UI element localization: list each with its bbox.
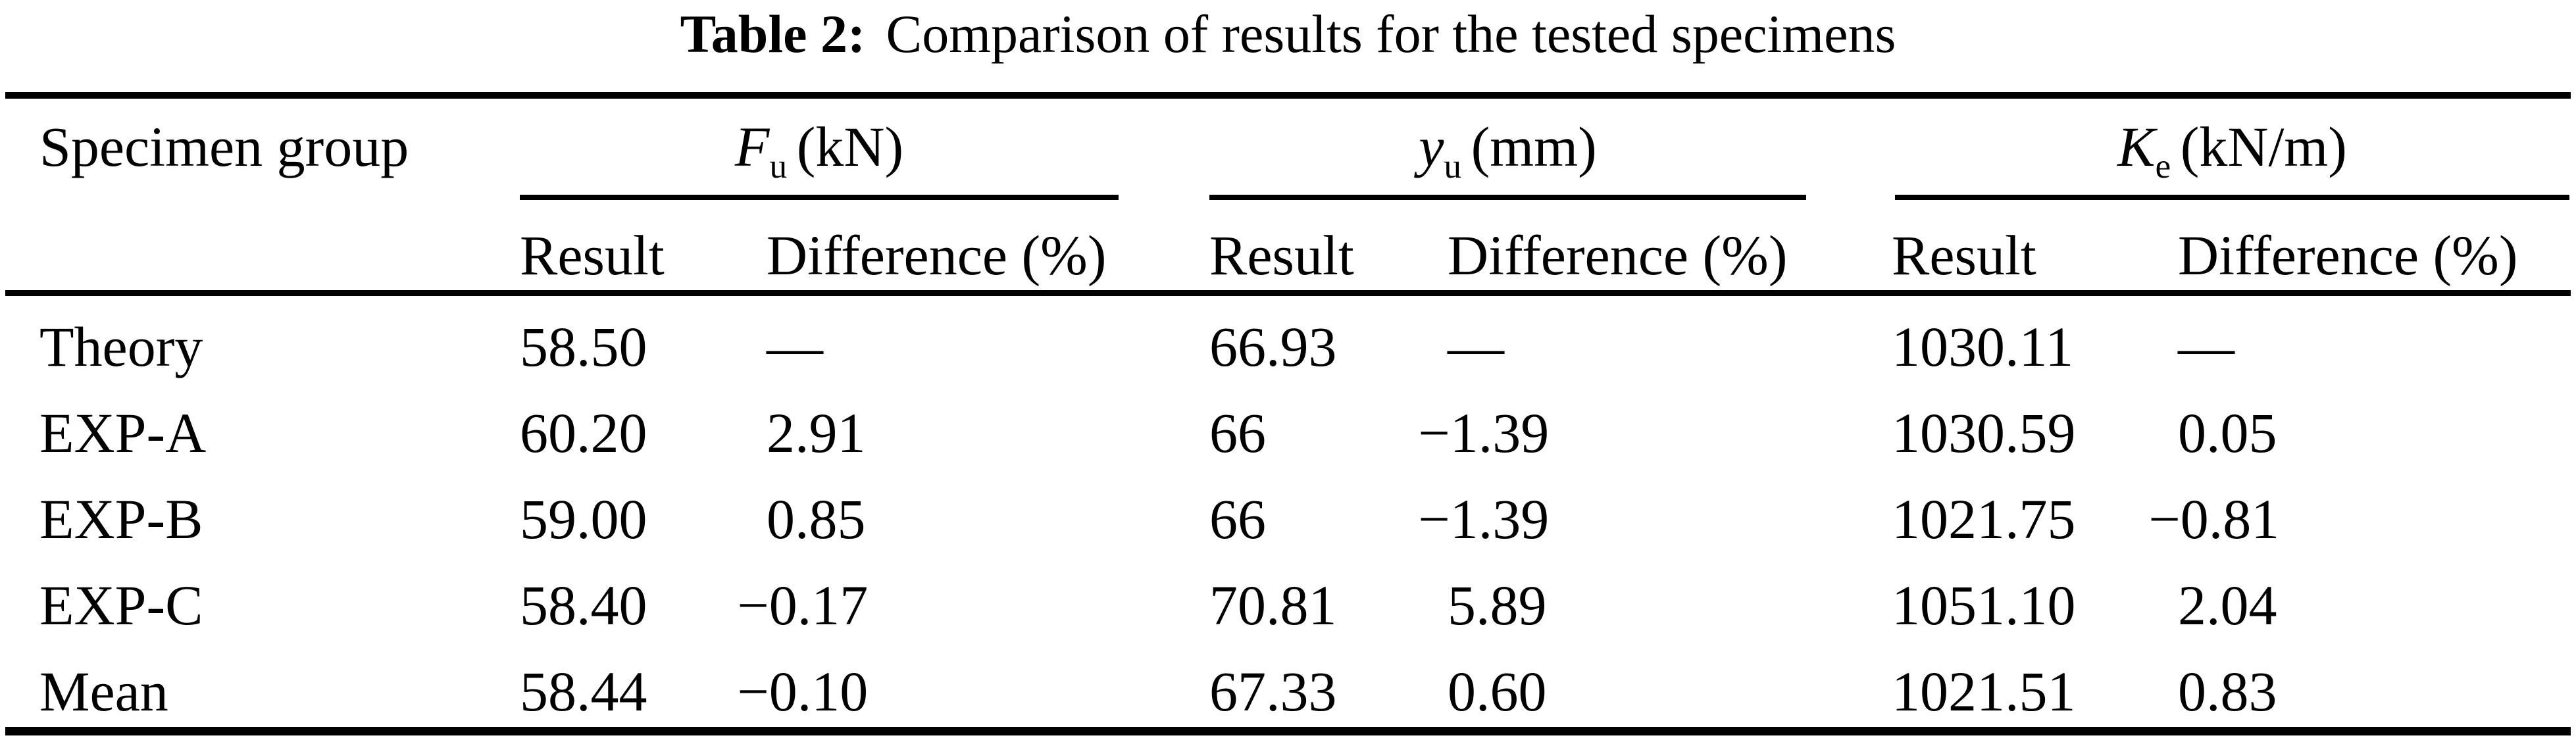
- ke-difference-value: 2.04: [2178, 574, 2277, 637]
- yu-result-value: 66.93: [1209, 315, 1337, 379]
- ke-group-label: Ke (kN/m): [2117, 114, 2347, 184]
- table-caption: Table 2: Comparison of results for the t…: [0, 0, 2576, 68]
- yu-result-value: 66: [1209, 487, 1266, 551]
- table-group-header-row: Specimen group Fu (kN) yu (mm) Ke (kN/m): [0, 99, 2576, 200]
- specimen-group-cell: EXP-B: [39, 487, 203, 551]
- table-row-exp-c: EXP-C 58.40 −0.17 70.81 5.89 1051.10 2.0…: [0, 555, 2576, 641]
- fu-difference-value: 2.91: [767, 401, 866, 465]
- ke-difference-value: —: [2178, 315, 2235, 379]
- table-caption-number: Table 2:: [680, 4, 866, 64]
- yu-subscript: u: [1444, 146, 1462, 186]
- column-group-ke: Ke (kN/m): [1892, 99, 2576, 200]
- ke-subscript: e: [2155, 146, 2171, 186]
- specimen-group-cell: EXP-A: [39, 401, 207, 465]
- yu-difference-value: 0.60: [1448, 660, 1547, 724]
- fu-result-value: 59.00: [520, 487, 647, 551]
- specimen-group-cell: Theory: [39, 315, 203, 379]
- ke-result-value: 1030.59: [1892, 401, 2076, 465]
- column-group-yu: yu (mm): [1209, 99, 1892, 200]
- yu-result-header: Result: [1209, 223, 1354, 287]
- ke-result-value: 1030.11: [1892, 315, 2074, 379]
- specimen-group-cell: Mean: [39, 660, 168, 724]
- yu-group-label: yu (mm): [1419, 114, 1597, 184]
- ke-difference-value: 0.83: [2178, 660, 2277, 724]
- ke-difference-header: Difference (%): [2178, 223, 2518, 287]
- ke-result-value: 1021.51: [1892, 660, 2076, 724]
- table-row-exp-a: EXP-A 60.20 2.91 66 −1.39 1030.59 0.05: [0, 382, 2576, 468]
- fu-result-value: 60.20: [520, 401, 647, 465]
- ke-unit: (kN/m): [2180, 114, 2347, 178]
- ke-result-value: 1051.10: [1892, 574, 2076, 637]
- ke-symbol: K: [2117, 114, 2156, 178]
- table-row-exp-b: EXP-B 59.00 0.85 66 −1.39 1021.75 −0.81: [0, 468, 2576, 555]
- yu-symbol: y: [1419, 114, 1444, 178]
- ke-difference-value: 0.05: [2178, 401, 2277, 465]
- fu-group-underline: Fu (kN): [520, 99, 1119, 200]
- yu-difference-value: 5.89: [1448, 574, 1547, 637]
- fu-difference-value: 0.85: [767, 487, 866, 551]
- column-group-fu: Fu (kN): [520, 99, 1209, 200]
- yu-group-underline: yu (mm): [1209, 99, 1806, 200]
- subheader-spacer: [0, 195, 520, 290]
- fu-difference-header: Difference (%): [767, 223, 1107, 287]
- fu-difference-value: −0.10: [737, 660, 869, 724]
- fu-subscript: u: [769, 146, 788, 186]
- fu-result-value: 58.50: [520, 315, 647, 379]
- ke-difference-value: −0.81: [2148, 487, 2280, 551]
- yu-difference-value: −1.39: [1418, 487, 1550, 551]
- yu-result-value: 66: [1209, 401, 1266, 465]
- ke-result-header: Result: [1892, 223, 2036, 287]
- yu-difference-value: —: [1448, 315, 1504, 379]
- specimen-group-cell: EXP-C: [39, 574, 203, 637]
- fu-result-value: 58.40: [520, 574, 647, 637]
- ke-group-underline: Ke (kN/m): [1895, 99, 2569, 200]
- yu-difference-value: −1.39: [1418, 401, 1550, 465]
- yu-result-value: 67.33: [1209, 660, 1337, 724]
- table-caption-text: Comparison of results for the tested spe…: [886, 4, 1896, 64]
- fu-group-label: Fu (kN): [734, 114, 904, 184]
- yu-difference-header: Difference (%): [1448, 223, 1788, 287]
- fu-result-value: 58.44: [520, 660, 647, 724]
- ke-result-value: 1021.75: [1892, 487, 2076, 551]
- table-top-rule: [5, 92, 2571, 99]
- fu-unit: (kN): [796, 114, 904, 178]
- fu-difference-value: −0.17: [737, 574, 869, 637]
- table-header-rule: [5, 290, 2571, 296]
- table-subheader-row: Result Difference (%) Result Difference …: [0, 195, 2576, 290]
- column-header-specimen-group: Specimen group: [39, 114, 409, 178]
- fu-result-header: Result: [520, 223, 665, 287]
- fu-difference-value: —: [767, 315, 823, 379]
- table-row-theory: Theory 58.50 — 66.93 — 1030.11 —: [0, 296, 2576, 382]
- fu-symbol: F: [734, 114, 770, 178]
- yu-unit: (mm): [1471, 114, 1597, 178]
- table-row-mean: Mean 58.44 −0.10 67.33 0.60 1021.51 0.83: [0, 641, 2576, 727]
- yu-result-value: 70.81: [1209, 574, 1337, 637]
- table-bottom-rule: [5, 727, 2571, 735]
